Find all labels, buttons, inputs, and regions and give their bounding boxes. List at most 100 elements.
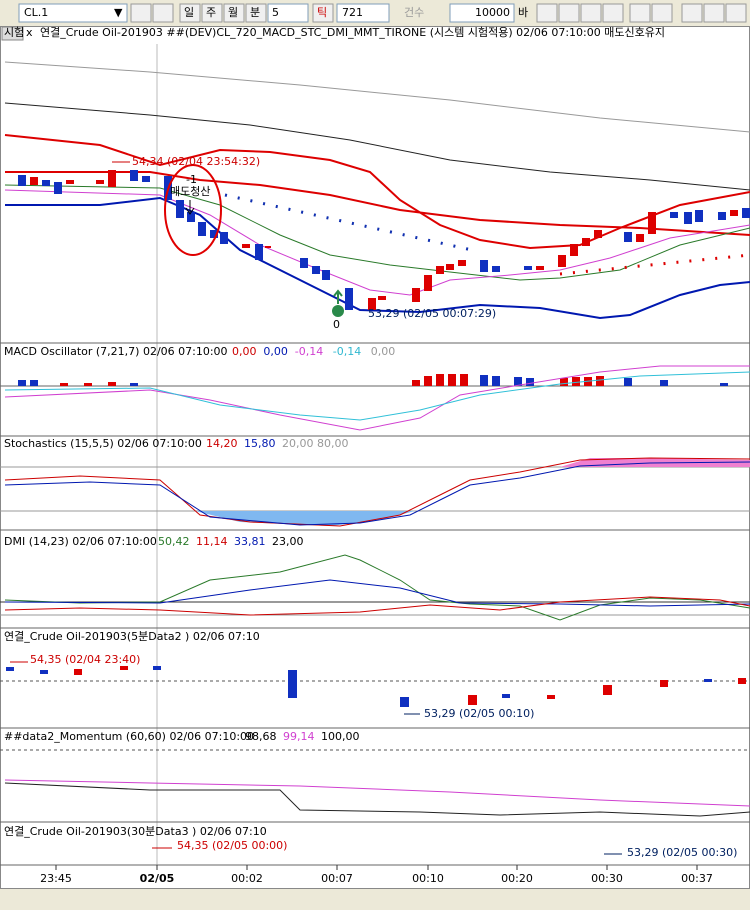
shape [524, 266, 532, 270]
tick-box[interactable] [336, 3, 390, 23]
symbol-box[interactable] [18, 3, 128, 23]
high-label: 54,34 (02/04 23:54:32) [132, 155, 260, 168]
indicator-value: 33,81 [234, 535, 266, 548]
low-label: 53,29 (02/05 00:10) [424, 707, 534, 720]
indicator-value: 15,80 [244, 437, 276, 450]
shape [400, 697, 409, 707]
period-box[interactable] [267, 3, 309, 23]
shape [66, 180, 74, 184]
shape [120, 666, 128, 670]
shape [4, 61, 750, 133]
shape [333, 289, 343, 304]
tool-button[interactable] [536, 3, 558, 23]
shape [255, 244, 263, 260]
period-button-label: 일 [184, 5, 194, 19]
shape [18, 380, 26, 386]
tool-button[interactable] [602, 3, 624, 23]
shape [54, 182, 62, 194]
shape [4, 779, 750, 807]
x-tick-label: 00:30 [591, 872, 623, 885]
shape: 98,68 99,14 100,00 [245, 730, 360, 743]
candles [6, 666, 746, 707]
tool-button[interactable] [580, 3, 602, 23]
shape [30, 177, 38, 185]
shape [185, 200, 195, 215]
shape [624, 378, 632, 386]
shape [596, 376, 604, 386]
shape [4, 189, 750, 296]
shape [4, 457, 750, 527]
shape [300, 258, 308, 268]
shape [436, 266, 444, 274]
tool-button[interactable] [651, 3, 673, 23]
label: x [26, 26, 33, 39]
shape [492, 266, 500, 272]
low-label: 53,29 (02/05 00:07:29) [368, 307, 496, 320]
x-tick-label: 00:07 [321, 872, 353, 885]
shape [4, 134, 750, 250]
tool-button[interactable] [681, 3, 703, 23]
period-button[interactable] [201, 3, 223, 23]
indicator-value: -0,14 [295, 345, 323, 358]
exit-value: 0 [333, 318, 340, 331]
candles [18, 170, 750, 310]
shape [4, 782, 750, 817]
shape [738, 678, 746, 684]
shape [142, 176, 150, 182]
shape [448, 374, 456, 386]
panel-header: 연결_Crude Oil-201903 ##(DEV)CL_720_MACD_S… [40, 26, 665, 39]
search-button[interactable] [130, 3, 152, 23]
shape [720, 383, 728, 386]
shape [536, 266, 544, 270]
shape [30, 380, 38, 386]
period-button[interactable] [245, 3, 267, 23]
high-label: 54,35 (02/04 23:40) [30, 653, 140, 666]
shape [4, 371, 750, 421]
tick-button-label: 틱 [317, 6, 327, 19]
tool-button[interactable] [703, 3, 725, 23]
tick-button[interactable] [312, 3, 334, 23]
highlight-circle [164, 164, 222, 256]
shape [594, 230, 602, 238]
shape [558, 255, 566, 267]
shape [514, 377, 522, 386]
shape [660, 680, 668, 687]
indicator-value: 0,00 [263, 345, 288, 358]
indicator-value: -0,14 [333, 345, 361, 358]
shape: 50,42 11,14 33,81 23,00 [158, 535, 304, 548]
shape: 14,20 15,80 20,00 80,00 [206, 437, 348, 450]
shape [480, 260, 488, 272]
clear-button[interactable] [152, 3, 174, 23]
period-button[interactable] [179, 3, 201, 23]
shape [572, 377, 580, 386]
shape [18, 175, 26, 186]
count-label: 건수 [404, 6, 424, 19]
shape [730, 210, 738, 216]
tool-button[interactable] [558, 3, 580, 23]
indicator-value: 11,14 [196, 535, 228, 548]
count-box[interactable] [449, 3, 515, 23]
label: ▼ [114, 6, 123, 19]
tool-button[interactable] [629, 3, 651, 23]
period-button[interactable] [223, 3, 245, 23]
tool-button[interactable] [725, 3, 747, 23]
shape [436, 374, 444, 386]
panel-header: MACD Oscillator (7,21,7) 02/06 07:10:00 [4, 345, 228, 358]
shape: 0,00 0,00 -0,14 -0,14 0,00 [232, 345, 395, 358]
shape [458, 260, 466, 266]
shape [108, 170, 116, 187]
shape [4, 184, 750, 281]
shape [424, 376, 432, 386]
shape [210, 230, 218, 238]
indicator-value: 0,00 [232, 345, 257, 358]
shape [636, 234, 644, 242]
chart-frame [0, 26, 750, 889]
shape [322, 270, 330, 280]
shape [536, 3, 747, 23]
shape [84, 383, 92, 386]
shape [288, 670, 297, 698]
scrollbar[interactable] [0, 889, 750, 910]
shape [424, 275, 432, 291]
shape [460, 374, 468, 386]
shape [4, 365, 750, 431]
